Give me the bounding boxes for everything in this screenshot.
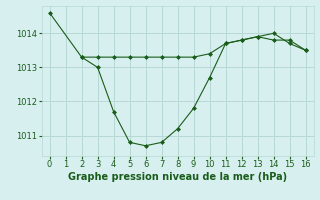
X-axis label: Graphe pression niveau de la mer (hPa): Graphe pression niveau de la mer (hPa) [68, 172, 287, 182]
